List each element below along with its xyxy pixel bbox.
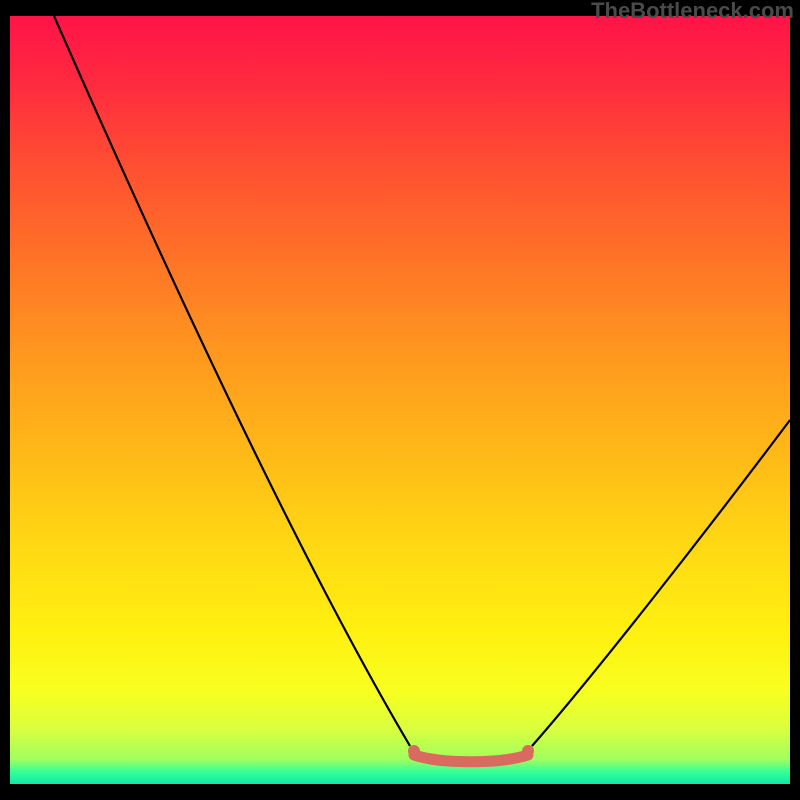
chart-svg <box>0 0 800 800</box>
curve-left <box>54 16 410 746</box>
bottom-accent-line <box>414 755 528 762</box>
bottom-accent-dot-left <box>408 745 420 757</box>
chart-frame: TheBottleneck.com <box>0 0 800 800</box>
curve-right <box>532 420 790 746</box>
watermark-text: TheBottleneck.com <box>591 0 794 24</box>
plot-background <box>10 16 790 784</box>
bottom-accent-dot-right <box>522 745 534 757</box>
